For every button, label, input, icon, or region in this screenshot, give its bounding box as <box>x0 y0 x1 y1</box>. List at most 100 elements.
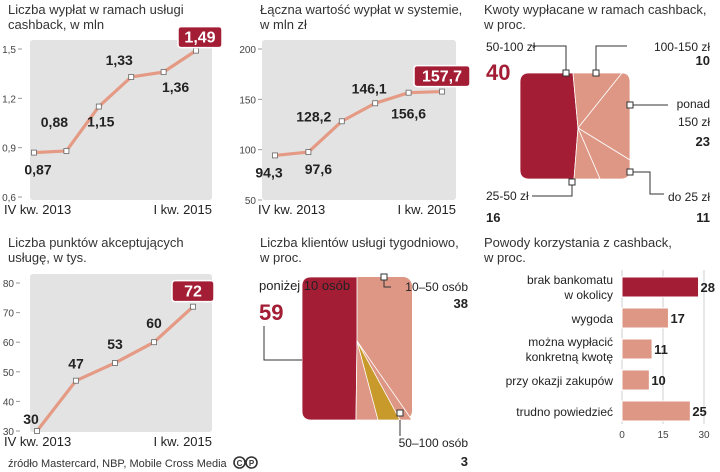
slice-marker <box>396 409 404 417</box>
slice-label: 25-50 zł <box>486 189 529 203</box>
bar-category-label: trudno powiedzieć <box>516 405 613 419</box>
slice-label-line: 150 zł <box>678 115 710 129</box>
slice-value: 23 <box>696 134 710 149</box>
data-point <box>190 303 196 310</box>
slice-value: 16 <box>486 210 500 225</box>
chart-title-clients: Liczba klientów usługi tygodniowo, w pro… <box>260 235 459 265</box>
bar <box>621 338 653 360</box>
y-tick-label: 40 <box>3 397 15 408</box>
data-point <box>73 377 79 384</box>
series-line <box>274 89 443 157</box>
pie-slice-poniżej 10 osób <box>301 276 358 421</box>
source-note: źródło Mastercard, NBP, Mobile Cross Med… <box>8 456 259 472</box>
slice-value: 10 <box>696 53 710 68</box>
data-label: 128,2 <box>296 108 331 124</box>
y-tick-label: 100 <box>239 146 256 157</box>
slice-label-line: ponad <box>677 97 710 111</box>
title-line: Liczba punktów akceptujących <box>8 235 184 250</box>
pie-slice-50-100 zł <box>519 72 579 180</box>
x-axis-label-end: I kw. 2015 <box>153 434 212 449</box>
title-line: Kwoty wypłacane w ramach cashback, <box>484 2 707 17</box>
bar-category-label: konkretną kwotę <box>526 350 614 364</box>
data-point <box>151 339 157 346</box>
data-point <box>34 428 40 434</box>
data-label-highlight: 1,49 <box>184 30 215 47</box>
data-point <box>112 360 118 366</box>
data-point <box>128 74 135 80</box>
y-tick-label: 30 <box>3 427 15 438</box>
cc-icon-graphic: C P <box>232 456 258 469</box>
pie-slice-25-50 zł <box>573 127 601 180</box>
x-axis-label-start: IV kw. 2013 <box>258 202 325 217</box>
data-point <box>305 149 312 155</box>
title-line: w proc. <box>260 250 302 265</box>
y-tick-label: 1,2 <box>2 94 16 105</box>
slice-value: 3 <box>461 454 468 469</box>
bar-value: 10 <box>651 373 665 388</box>
x-tick-label: 30 <box>698 430 710 441</box>
x-axis-label-start: IV kw. 2013 <box>4 434 71 449</box>
bar-category-label: w okolicy <box>563 288 613 302</box>
title-line: cashback, w mln <box>8 17 105 32</box>
slice-value: 59 <box>259 300 283 325</box>
title-line: Liczba wypłat w ramach usługi <box>8 2 184 17</box>
slice-label: 100-150 zł <box>654 40 710 54</box>
x-tick-label: 0 <box>619 430 625 441</box>
highlight-badge <box>413 64 471 88</box>
slice-marker <box>562 69 570 77</box>
data-label: 53 <box>107 336 123 352</box>
data-label: 30 <box>23 411 39 427</box>
slice-value: 11 <box>696 210 710 225</box>
y-tick-label: 50 <box>245 196 257 207</box>
slice-marker <box>380 273 388 281</box>
series-line <box>33 49 197 155</box>
data-label-highlight: 72 <box>184 284 202 301</box>
leader-line <box>263 326 302 361</box>
data-point <box>31 149 37 156</box>
slice-value: 40 <box>486 60 510 85</box>
cc-icon: C P <box>232 456 259 472</box>
source-text: źródło Mastercard, NBP, Mobile Cross Med… <box>8 458 227 470</box>
leader-line <box>532 45 567 73</box>
title-line: Łączna wartość wypłat w systemie, <box>260 2 463 17</box>
slice-marker <box>568 178 576 186</box>
data-label: 1,33 <box>106 52 133 68</box>
bar-category-label: przy okazji zakupów <box>506 374 614 388</box>
x-axis-label-start: IV kw. 2013 <box>4 202 71 217</box>
bar-category-label: wygoda <box>571 312 614 326</box>
data-point <box>405 89 412 96</box>
leader-line <box>595 45 627 73</box>
slice-label: do 25 zł <box>668 190 710 204</box>
leader-line <box>630 171 664 195</box>
data-point <box>439 88 445 95</box>
data-point <box>272 152 278 159</box>
chart-title-total-value: Łączna wartość wypłat w systemie, w mln … <box>260 2 462 32</box>
chart-title-payouts: Liczba wypłat w ramach usługi cashback, … <box>8 2 184 32</box>
bar <box>621 400 691 422</box>
x-tick-label: 15 <box>657 430 669 441</box>
chart-title-acceptance: Liczba punktów akceptujących usługę, w t… <box>8 235 184 265</box>
slice-label: poniżej 10 osób <box>259 278 350 293</box>
title-line: usługę, w tys. <box>8 250 87 265</box>
data-label: 60 <box>146 315 162 331</box>
title-line: w proc. <box>484 250 526 265</box>
data-label: 1,36 <box>162 79 189 95</box>
x-axis-label-end: I kw. 2015 <box>397 202 456 217</box>
data-point <box>95 103 102 110</box>
title-line: Powody korzystania z cashback, <box>484 235 672 250</box>
bar-category-label: można wypłacić <box>528 335 613 349</box>
y-tick-label: 1,5 <box>2 45 16 56</box>
pie-slice-50–100 osób <box>356 340 401 421</box>
slice-label: 50-100 zł <box>486 40 536 54</box>
highlight-badge <box>177 25 223 49</box>
bar <box>621 276 700 298</box>
pie-slice-ponad 150 zł <box>577 72 631 161</box>
title-line: w proc. <box>484 17 526 32</box>
data-label: 156,6 <box>391 106 426 122</box>
y-tick-label: 80 <box>3 279 15 290</box>
data-label: 94,3 <box>255 164 282 180</box>
y-tick-label: 0,9 <box>2 144 16 155</box>
y-tick-label: 150 <box>239 95 256 106</box>
data-label: 146,1 <box>352 80 387 96</box>
chart-title-amounts: Kwoty wypłacane w ramach cashback, w pro… <box>484 2 707 32</box>
